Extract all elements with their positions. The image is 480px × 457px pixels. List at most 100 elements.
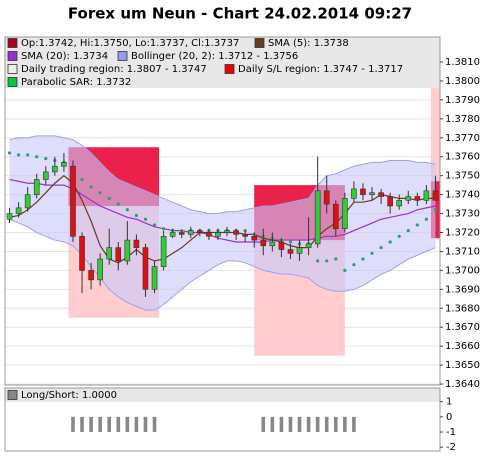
candle-body <box>323 190 330 205</box>
candle-body <box>6 213 13 220</box>
bollinger-upper <box>9 135 436 215</box>
candle-body <box>24 194 31 209</box>
y-tick-label: 1.3790 <box>445 95 480 106</box>
sar-dot <box>334 257 338 261</box>
candle-body <box>115 247 122 262</box>
long-short-bar <box>98 416 102 433</box>
legend-swatch <box>224 64 235 74</box>
candle-body <box>423 190 430 201</box>
candle-body <box>360 188 366 195</box>
y-tick-label: 1.3690 <box>445 284 480 295</box>
candle-body <box>142 247 149 290</box>
candle-body <box>332 203 339 230</box>
sar-dot <box>134 213 139 218</box>
legend-label: Daily S/L region: 1.3747 - 1.3717 <box>238 64 403 75</box>
legend-label: Bollinger (20, 2): 1.3712 - 1.3756 <box>131 51 298 62</box>
sar-dot <box>397 234 401 238</box>
candle-body <box>287 249 294 254</box>
legend-label: Parabolic SAR: 1.3732 <box>21 77 131 88</box>
long-short-bar <box>315 416 320 433</box>
sar-dot <box>433 208 438 212</box>
sar-dot <box>361 257 365 261</box>
candle-body <box>133 239 140 248</box>
legend-swatch <box>7 38 18 48</box>
candle-body <box>42 171 49 180</box>
candle-body <box>169 232 176 237</box>
legend-swatch <box>7 77 18 87</box>
sar-dot <box>288 240 293 244</box>
bollinger-fill <box>9 135 436 311</box>
candle-body <box>52 165 58 173</box>
long-short-bar <box>333 416 338 433</box>
sar-dot <box>415 223 419 227</box>
sar-dot <box>7 151 12 155</box>
long-short-bar <box>80 416 84 433</box>
sar-dot <box>16 153 21 157</box>
sar-dot <box>325 259 329 263</box>
candle-body <box>405 196 412 201</box>
long-short-bar <box>107 416 112 433</box>
panel-frame <box>4 387 441 452</box>
legend-swatch <box>254 38 265 48</box>
candle-body <box>251 235 258 241</box>
candle-body <box>197 230 203 233</box>
long-short-bar <box>125 416 130 433</box>
candle-body <box>88 270 94 281</box>
panel-y-tick-label: 0 <box>446 412 452 423</box>
y-tick-label: 1.3740 <box>445 190 480 201</box>
long-short-bar <box>279 416 284 433</box>
y-tick-label: 1.3750 <box>445 171 480 182</box>
panel-legend-background <box>5 388 440 402</box>
candle-body <box>187 230 194 235</box>
long-short-bar <box>324 416 329 433</box>
candle-body <box>70 165 76 237</box>
candle-body <box>342 198 348 230</box>
sar-dot <box>343 268 347 272</box>
legend-swatch <box>7 64 18 74</box>
legend-background <box>5 37 440 88</box>
legend-label: Op:1.3742, Hi:1.3750, Lo:1.3737, Cl:1.37… <box>21 38 239 49</box>
candle-body <box>378 192 384 197</box>
candle-body <box>396 199 403 207</box>
sar-dot <box>35 155 39 159</box>
candle-body <box>305 243 312 248</box>
candle-body <box>178 232 185 235</box>
y-tick-label: 1.3660 <box>445 341 480 352</box>
candle-body <box>314 190 321 245</box>
sar-dot <box>424 217 429 221</box>
candle-body <box>124 239 131 262</box>
long-short-bar <box>134 416 139 433</box>
sar-dot <box>388 240 392 244</box>
y-tick-label: 1.3680 <box>445 303 480 314</box>
long-short-bar <box>306 416 311 433</box>
candle-body <box>233 230 239 235</box>
candle-body <box>224 230 230 233</box>
candle-body <box>414 196 421 201</box>
candle-body <box>106 247 113 260</box>
panel-y-tick-label: -2 <box>446 442 456 453</box>
legend-swatch <box>7 51 18 61</box>
sar-dot <box>98 191 102 195</box>
sar-dot <box>80 177 84 182</box>
long-short-bar <box>71 416 75 433</box>
chart-title: Forex um Neun - Chart 24.02.2014 09:27 <box>68 5 412 23</box>
long-short-bar <box>270 416 275 433</box>
y-tick-label: 1.3640 <box>445 379 480 390</box>
candle-body <box>242 234 248 237</box>
candle-body <box>296 247 303 254</box>
sar-dot <box>316 259 320 263</box>
y-tick-label: 1.3670 <box>445 322 480 333</box>
y-tick-label: 1.3710 <box>445 246 480 257</box>
sma20-line <box>9 178 436 243</box>
candle-body <box>97 258 103 281</box>
candle-body <box>351 188 357 199</box>
candle-body <box>278 241 285 250</box>
long-short-bar <box>152 416 157 433</box>
sar-dot <box>352 263 356 267</box>
panel-y-tick-label: 1 <box>446 397 452 408</box>
sar-dot <box>107 196 111 201</box>
candle-body <box>215 232 221 237</box>
y-tick-label: 1.3780 <box>445 114 480 125</box>
sar-dot <box>125 208 129 212</box>
